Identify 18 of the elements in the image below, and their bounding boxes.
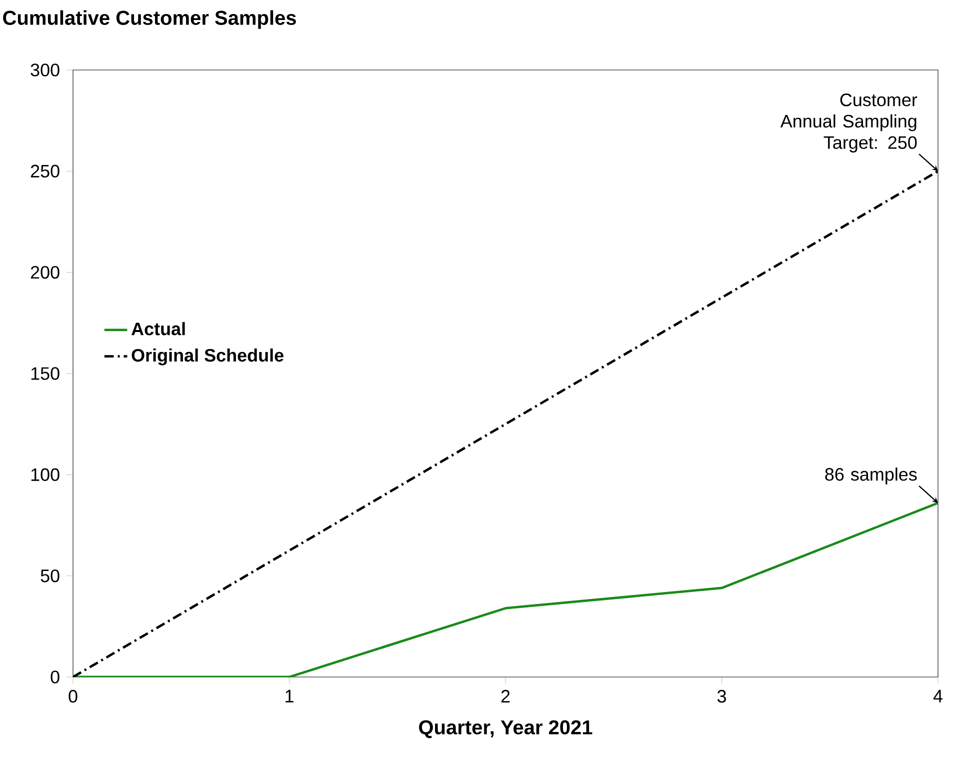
legend-label: Actual: [131, 322, 185, 336]
x-tick-label: 1: [286, 690, 294, 702]
x-tick-label: 2: [501, 690, 510, 702]
x-tick-label: 3: [717, 690, 726, 703]
y-tick-label: 300: [30, 64, 60, 76]
y-tick-label: 100: [31, 468, 60, 482]
chart-title: Cumulative Customer Samples: [3, 10, 296, 29]
x-tick-label: 4: [933, 690, 942, 702]
x-tick-label: 0: [68, 690, 78, 703]
x-axis-title: Quarter, Year 2021: [419, 720, 592, 738]
y-tick-label: 200: [30, 266, 60, 279]
annotation: Customer Annual Sampling Target: 250: [780, 94, 918, 152]
y-tick-label: 0: [50, 670, 60, 684]
y-tick-label: 150: [31, 367, 60, 380]
annotation: 86 samples: [825, 468, 917, 484]
y-tick-label: 50: [40, 569, 60, 582]
y-tick-label: 250: [30, 164, 60, 178]
legend-label: Original Schedule: [132, 348, 284, 366]
